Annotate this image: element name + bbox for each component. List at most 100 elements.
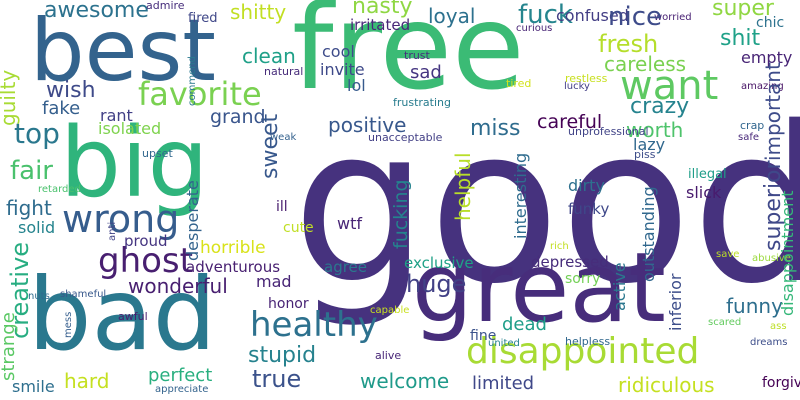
word-lazy: lazy bbox=[633, 135, 666, 154]
word-active: active bbox=[610, 262, 629, 311]
word-perfect: perfect bbox=[148, 365, 213, 386]
word-grand: grand bbox=[210, 106, 266, 128]
word-cool: cool bbox=[322, 42, 355, 61]
word-curious: curious bbox=[516, 23, 553, 34]
word-illegal: illegal bbox=[688, 167, 727, 182]
word-nuts: nuts bbox=[28, 291, 50, 302]
word-tired: tired bbox=[506, 77, 532, 90]
word-careless: careless bbox=[604, 52, 687, 76]
word-interesting: interesting bbox=[511, 152, 530, 239]
word-unprofessional: unprofessional bbox=[568, 125, 649, 138]
word-miss: miss bbox=[470, 116, 521, 141]
word-welcome: welcome bbox=[360, 369, 450, 393]
word-dirty: dirty bbox=[568, 176, 605, 195]
word-fine: fine bbox=[470, 328, 497, 344]
word-mess: mess bbox=[63, 311, 74, 338]
word-awesome: awesome bbox=[44, 0, 149, 23]
word-horrible: horrible bbox=[200, 238, 266, 258]
word-admire: admire bbox=[146, 0, 185, 12]
word-wish: wish bbox=[46, 78, 96, 103]
word-natural: natural bbox=[264, 65, 304, 78]
word-scared: scared bbox=[708, 317, 742, 328]
word-sweet: sweet bbox=[258, 113, 283, 179]
word-disappointed: disappointed bbox=[466, 331, 700, 372]
word-chic: chic bbox=[756, 15, 785, 31]
word-fresh: fresh bbox=[598, 30, 659, 58]
word-worried: worried bbox=[654, 12, 692, 23]
word-good: good bbox=[292, 80, 800, 331]
word-mad: mad bbox=[256, 272, 292, 291]
word-best: best bbox=[30, 1, 217, 101]
word-fucking: fucking bbox=[390, 179, 412, 249]
word-depressed: depressed bbox=[531, 253, 609, 271]
word-agree: agree bbox=[324, 258, 368, 276]
word-united: united bbox=[488, 338, 520, 349]
word-careful: careful bbox=[537, 111, 603, 133]
word-positive: positive bbox=[328, 113, 407, 137]
word-super: super bbox=[712, 0, 774, 21]
word-worth: worth bbox=[626, 118, 684, 142]
word-important: important bbox=[761, 62, 785, 161]
word-shitty: shitty bbox=[230, 0, 287, 24]
word-shameful: shameful bbox=[60, 289, 107, 300]
word-ghost: ghost bbox=[98, 241, 193, 281]
word-huge: huge bbox=[406, 270, 467, 298]
word-retarded: retarded bbox=[38, 184, 81, 195]
word-desperate: desperate bbox=[183, 180, 202, 261]
word-clean: clean bbox=[242, 44, 296, 68]
word-dead: dead bbox=[502, 314, 547, 335]
word-helpless: helpless bbox=[565, 335, 611, 348]
word-want: want bbox=[620, 63, 719, 109]
word-trust: trust bbox=[404, 49, 430, 62]
word-restless: restless bbox=[565, 72, 608, 85]
word-capable: capable bbox=[370, 305, 410, 316]
word-abusive: abusive bbox=[752, 253, 791, 264]
word-nice: nice bbox=[608, 2, 662, 32]
word-stupid: stupid bbox=[248, 343, 317, 368]
word-cute: cute bbox=[283, 220, 314, 236]
word-funny: funny bbox=[726, 294, 783, 318]
word-helpful: helpful bbox=[451, 152, 475, 221]
word-awful: awful bbox=[118, 310, 148, 323]
word-nasty: nasty bbox=[352, 0, 413, 19]
word-limited: limited bbox=[472, 373, 535, 394]
word-irritated: irritated bbox=[350, 16, 411, 34]
word-confused: confused bbox=[556, 6, 629, 25]
word-empty: empty bbox=[741, 48, 793, 67]
word-great: great bbox=[412, 232, 666, 344]
word-sorry: sorry bbox=[565, 271, 601, 287]
word-disappointment: disappointment bbox=[778, 190, 797, 316]
word-healthy: healthy bbox=[250, 305, 378, 345]
word-fight: fight bbox=[6, 196, 52, 220]
word-lol: lol bbox=[347, 76, 366, 95]
word-upset: upset bbox=[142, 147, 173, 160]
word-top: top bbox=[14, 117, 60, 150]
word-smile: smile bbox=[12, 377, 55, 396]
word-outstanding: outstanding bbox=[639, 186, 658, 282]
word-forgive: forgive bbox=[762, 375, 800, 391]
word-solid: solid bbox=[18, 218, 56, 237]
word-true: true bbox=[252, 365, 302, 393]
word-ass: ass bbox=[770, 321, 787, 332]
word-lucky: lucky bbox=[564, 81, 590, 92]
word-rich: rich bbox=[550, 241, 569, 252]
word-rant: rant bbox=[100, 106, 133, 125]
word-loyal: loyal bbox=[428, 4, 476, 28]
word-appreciate: appreciate bbox=[155, 384, 209, 395]
word-wonderful: wonderful bbox=[128, 274, 228, 298]
word-wrong: wrong bbox=[62, 197, 180, 241]
word-amazing: amazing bbox=[741, 81, 784, 92]
word-save: save bbox=[716, 249, 740, 260]
word-big: big bbox=[60, 107, 209, 219]
word-fake: fake bbox=[42, 98, 81, 119]
word-isolated: isolated bbox=[98, 119, 162, 138]
word-free: free bbox=[292, 0, 525, 116]
word-wtf: wtf bbox=[337, 214, 362, 233]
word-dreams: dreams bbox=[750, 337, 788, 348]
word-crazy: crazy bbox=[630, 94, 690, 119]
word-shit: shit bbox=[720, 26, 761, 51]
word-proud: proud bbox=[124, 232, 168, 250]
word-exclusive: exclusive bbox=[404, 254, 474, 272]
word-ridiculous: ridiculous bbox=[618, 373, 715, 397]
word-alive: alive bbox=[375, 349, 402, 362]
